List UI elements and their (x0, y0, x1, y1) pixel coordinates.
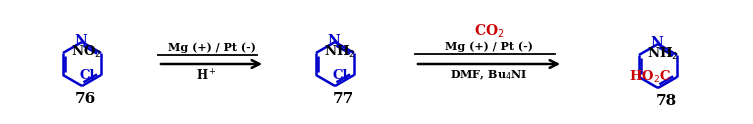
Text: NH$_2$: NH$_2$ (647, 46, 678, 62)
Text: HO$_2$C: HO$_2$C (629, 69, 671, 85)
Text: N: N (651, 36, 663, 50)
Text: Mg (+) / Pt (-): Mg (+) / Pt (-) (168, 42, 255, 53)
Text: Cl: Cl (80, 68, 95, 81)
Text: 76: 76 (75, 92, 96, 106)
Text: NO$_2$: NO$_2$ (71, 44, 102, 60)
Text: N: N (75, 34, 87, 48)
Text: DMF, Bu$_4$NI: DMF, Bu$_4$NI (450, 68, 528, 82)
Text: 77: 77 (332, 92, 354, 106)
Text: Cl: Cl (333, 68, 348, 81)
Text: Mg (+) / Pt (-): Mg (+) / Pt (-) (445, 41, 533, 52)
Text: NH$_2$: NH$_2$ (324, 44, 355, 60)
Text: H$^+$: H$^+$ (196, 68, 217, 83)
Text: CO$_2$: CO$_2$ (474, 23, 505, 40)
Text: 78: 78 (655, 94, 677, 108)
Text: N: N (328, 34, 340, 48)
